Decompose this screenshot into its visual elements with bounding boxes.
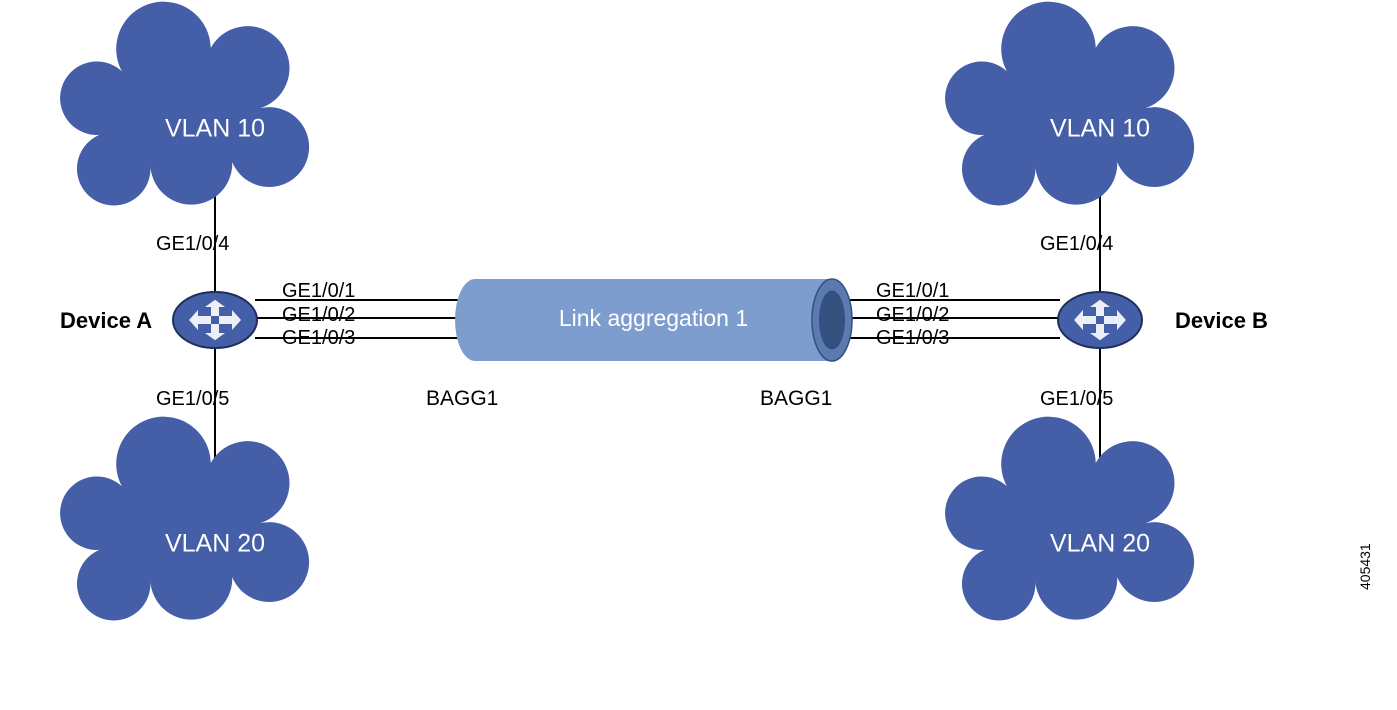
cloud-label: VLAN 20 bbox=[165, 530, 265, 558]
trunk-port-right-0: GE1/0/1 bbox=[876, 280, 949, 302]
link-aggregation-cylinder: Link aggregation 1 bbox=[455, 279, 852, 361]
device-a-label: Device A bbox=[60, 308, 152, 333]
cloud-label: VLAN 10 bbox=[1050, 115, 1150, 143]
cylinder-cap-left bbox=[455, 279, 495, 361]
bagg-right-label: BAGG1 bbox=[760, 387, 832, 410]
router-device-b bbox=[1058, 292, 1142, 348]
trunk-port-right-2: GE1/0/3 bbox=[876, 327, 949, 349]
trunk-port-left-0: GE1/0/1 bbox=[282, 280, 355, 302]
cylinder-label: Link aggregation 1 bbox=[559, 305, 748, 331]
cloud-label: VLAN 20 bbox=[1050, 530, 1150, 558]
port-left-bottom-label: GE1/0/5 bbox=[156, 388, 229, 410]
cloud-label: VLAN 10 bbox=[165, 115, 265, 143]
trunk-port-left-2: GE1/0/3 bbox=[282, 327, 355, 349]
router-device-a bbox=[173, 292, 257, 348]
port-right-bottom-label: GE1/0/5 bbox=[1040, 388, 1113, 410]
cloud-vlan20-right: VLAN 20 bbox=[945, 417, 1194, 621]
trunk-port-right-1: GE1/0/2 bbox=[876, 304, 949, 326]
cloud-vlan10-right: VLAN 10 bbox=[945, 2, 1194, 206]
figure-id: 405431 bbox=[1357, 543, 1373, 590]
trunk-port-left-1: GE1/0/2 bbox=[282, 304, 355, 326]
device-b-label: Device B bbox=[1175, 308, 1268, 333]
cylinder-cap-right-inner bbox=[819, 290, 845, 349]
bagg-left-label: BAGG1 bbox=[426, 387, 498, 410]
cloud-vlan20-left: VLAN 20 bbox=[60, 417, 309, 621]
port-left-top-label: GE1/0/4 bbox=[156, 233, 229, 255]
port-right-top-label: GE1/0/4 bbox=[1040, 233, 1113, 255]
cloud-vlan10-left: VLAN 10 bbox=[60, 2, 309, 206]
